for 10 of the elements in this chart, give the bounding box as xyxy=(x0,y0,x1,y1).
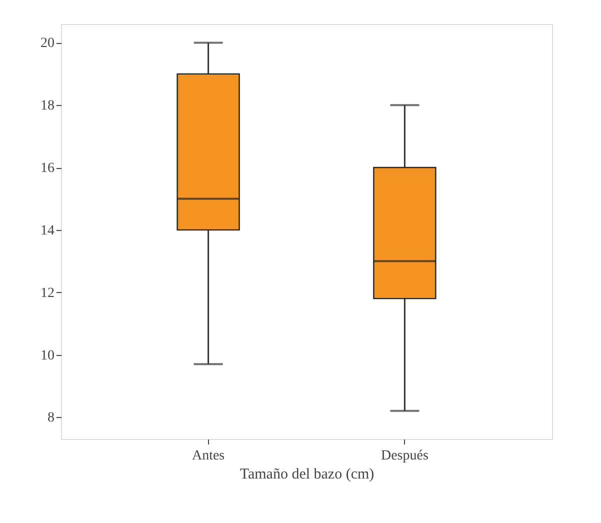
y-tick-label: 10 xyxy=(40,348,54,364)
y-tick-label: 18 xyxy=(40,98,54,114)
x-tick-label: Después xyxy=(380,448,428,464)
y-tick-label: 20 xyxy=(40,36,54,52)
x-tick-label: Antes xyxy=(192,448,225,464)
y-tick-label: 12 xyxy=(40,286,54,301)
x-axis-title: Tamaño del bazo (cm) xyxy=(240,466,374,482)
y-tick-label: 16 xyxy=(40,161,54,176)
y-tick-label: 8 xyxy=(48,410,54,426)
y-tick-label: 14 xyxy=(40,223,54,238)
